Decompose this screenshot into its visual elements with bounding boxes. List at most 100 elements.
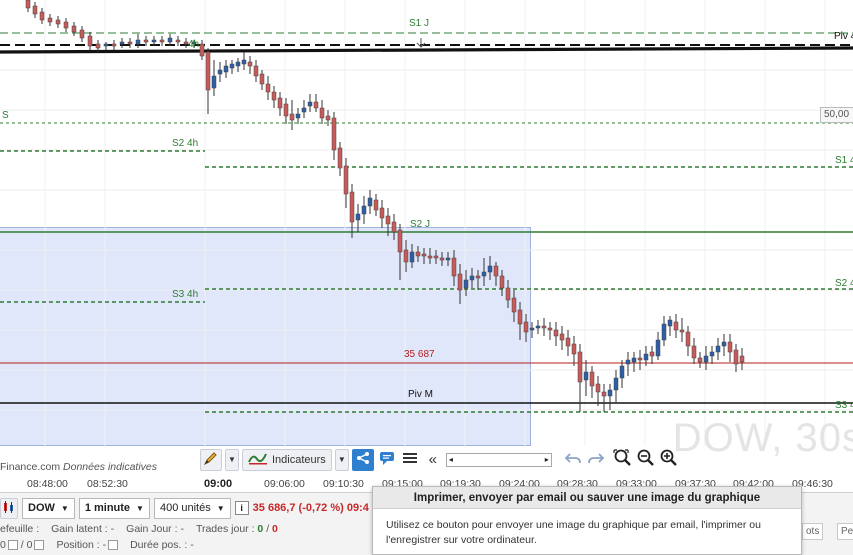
candle-body: [457, 273, 463, 291]
trades-won: 0: [257, 523, 264, 535]
candle-body: [409, 251, 415, 263]
price-chart[interactable]: DOW, 30s Finance.com Données indicatives…: [0, 0, 853, 475]
instrument-select[interactable]: DOW ▼: [22, 497, 75, 519]
time-tick: 09:10:30: [323, 478, 364, 490]
candle-body: [55, 19, 61, 25]
gain-jour: Gain Jour : -: [126, 523, 184, 535]
candle-body: [301, 107, 307, 113]
menu-button[interactable]: [400, 449, 420, 471]
candle-body: [625, 359, 631, 365]
gear-icon[interactable]: [34, 540, 45, 551]
candle-body: [349, 191, 355, 223]
candle-body: [415, 251, 421, 257]
trades-jour: Trades jour : 0 / 0: [196, 523, 278, 535]
candle-body: [439, 257, 445, 261]
candle-body: [199, 43, 205, 57]
candle-body: [601, 391, 607, 397]
candle-body: [295, 113, 301, 119]
per-field[interactable]: Per: [837, 523, 853, 540]
scroll-right-arrow[interactable]: ▸: [544, 455, 549, 464]
candle-body: [541, 325, 547, 329]
candle-body: [277, 97, 283, 109]
chevron-down-icon: ▼: [228, 455, 236, 464]
candle-body: [559, 333, 565, 341]
candle-body: [511, 297, 517, 313]
indicators-icon: [248, 451, 268, 468]
interval-value: 1 minute: [84, 502, 131, 514]
candle-body: [475, 275, 481, 279]
candle-body: [337, 147, 343, 169]
zoom-in-button[interactable]: [659, 449, 679, 471]
indicators-dropdown-button[interactable]: ▼: [334, 448, 349, 471]
candle-body: [691, 345, 697, 359]
candle-body: [283, 103, 289, 117]
comment-button[interactable]: [377, 449, 397, 471]
candle-body: [103, 43, 109, 47]
scroll-start-button[interactable]: «: [428, 451, 437, 468]
candle-body: [403, 249, 409, 263]
candle-body: [71, 25, 77, 33]
menu-icon: [402, 452, 417, 467]
close-icon[interactable]: [108, 540, 119, 551]
share-tooltip: Imprimer, envoyer par email ou sauver un…: [372, 486, 802, 555]
candle-body: [397, 229, 403, 253]
undo-button[interactable]: [563, 449, 583, 471]
candle-body: [343, 165, 349, 195]
info-icon[interactable]: i: [234, 501, 249, 515]
candle-body: [481, 271, 487, 277]
time-tick: 08:52:30: [87, 478, 128, 490]
portfolio-label: efeuille :: [0, 523, 40, 535]
candle-body: [271, 91, 277, 101]
candle-body: [111, 43, 117, 47]
gain-jour-label: Gain Jour :: [126, 523, 178, 535]
orders-count-value-2: 0: [26, 539, 33, 551]
level-line: [0, 46, 853, 54]
scroll-left-arrow[interactable]: ◂: [448, 455, 453, 464]
candle-body: [325, 115, 331, 121]
indicators-button[interactable]: Indicateurs: [242, 448, 332, 471]
level-label-s2-j: S2 J: [410, 219, 431, 230]
zoom-fit-icon: [613, 449, 633, 470]
duree-label: Durée pos. :: [130, 539, 188, 551]
candle-body: [529, 327, 535, 331]
candle-body: [661, 323, 667, 341]
close-icon[interactable]: [7, 540, 18, 551]
candle-body: [47, 17, 53, 23]
chevron-down-icon: ▼: [216, 503, 225, 513]
gain-latent: Gain latent : -: [51, 523, 114, 535]
gain-jour-value: -: [180, 523, 184, 535]
interval-select[interactable]: 1 minute ▼: [78, 497, 150, 519]
zoom-fit-button[interactable]: [613, 449, 633, 471]
candle-body: [673, 321, 679, 331]
chart-type-button[interactable]: [0, 497, 18, 519]
time-tick: 08:48:00: [27, 478, 68, 490]
draw-dropdown-button[interactable]: ▼: [225, 448, 239, 471]
account-row-2: 0 / 0 Position : - Durée pos. : -: [0, 539, 194, 551]
candle-body: [307, 101, 313, 107]
orders-count-value: 0: [0, 539, 6, 551]
time-scrollbar[interactable]: ◂ ▸: [445, 452, 552, 467]
share-button[interactable]: [351, 448, 374, 471]
draw-tool-button[interactable]: [200, 448, 222, 471]
candle-body: [211, 75, 217, 89]
zoom-out-button[interactable]: [636, 449, 656, 471]
candle-body: [613, 377, 619, 391]
candle-body: [685, 331, 691, 347]
candle-body: [95, 43, 101, 49]
candle-body: [469, 275, 475, 281]
candle-body: [379, 207, 385, 219]
candle-body: [63, 21, 69, 29]
candle-body: [499, 275, 505, 289]
candle-body: [25, 0, 31, 9]
source-note: Données indicatives: [63, 461, 158, 473]
candle-body: [87, 35, 93, 47]
candle-body: [313, 101, 319, 109]
candle-body: [523, 321, 529, 333]
level-label-s2-4h: S2 4h: [172, 138, 199, 149]
candle-body: [709, 351, 715, 357]
lots-field[interactable]: ots: [802, 523, 824, 540]
units-select[interactable]: 400 unités ▼: [153, 497, 231, 519]
redo-button[interactable]: [586, 449, 606, 471]
candle-body: [247, 61, 253, 67]
candle-body: [607, 389, 613, 397]
